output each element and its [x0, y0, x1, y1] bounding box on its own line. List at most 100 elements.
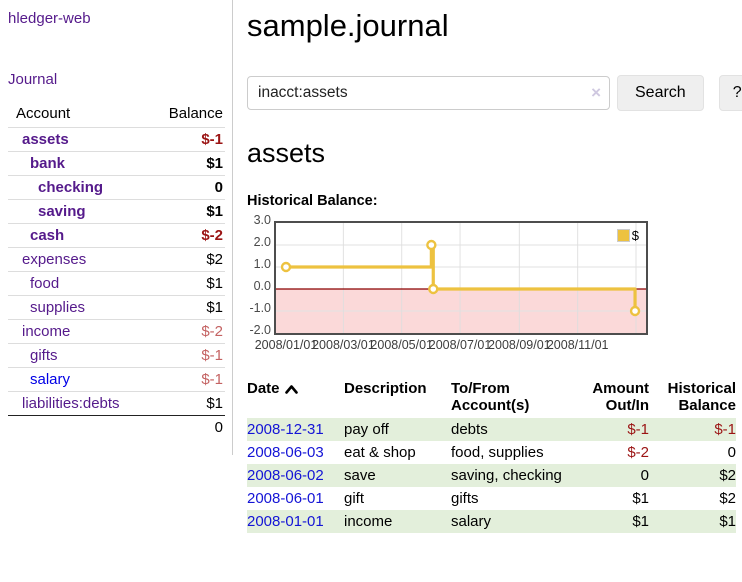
accounts-total-value: 0 [146, 416, 225, 440]
account-balance: $1 [146, 392, 225, 416]
account-link[interactable]: expenses [22, 251, 86, 268]
account-row: assets $-1 [8, 128, 225, 152]
accounts-table: Account Balance assets $-1 bank $1 checking 0… [8, 102, 225, 439]
clear-search-icon[interactable]: × [591, 83, 601, 102]
search-input[interactable] [247, 76, 610, 110]
account-balance: $-1 [146, 344, 225, 368]
transaction-description: gift [344, 487, 451, 510]
account-balance: $1 [146, 200, 225, 224]
account-link[interactable]: saving [38, 203, 86, 220]
transaction-amount: $-1 [573, 418, 649, 441]
app-title-link[interactable]: hledger-web [8, 10, 91, 27]
transaction-accounts: debts [451, 418, 573, 441]
nav-journal: Journal [8, 71, 232, 88]
account-row: liabilities:debts $1 [8, 392, 225, 416]
account-link[interactable]: liabilities:debts [22, 395, 120, 412]
transaction-description: save [344, 464, 451, 487]
transaction-balance: $2 [649, 487, 736, 510]
account-row: checking 0 [8, 176, 225, 200]
transaction-amount: $1 [573, 510, 649, 533]
account-link[interactable]: supplies [30, 299, 85, 316]
transaction-date-link[interactable]: 2008-06-02 [247, 467, 324, 484]
account-heading: assets [247, 138, 742, 169]
account-link[interactable]: checking [38, 179, 103, 196]
account-link[interactable]: assets [22, 131, 69, 148]
register-body: 2008-12-31pay offdebts$-1$-12008-06-03ea… [247, 418, 736, 533]
transaction-description: income [344, 510, 451, 533]
nav-journal-link[interactable]: Journal [8, 71, 57, 88]
sidebar: hledger-web Journal Account Balance asse… [0, 0, 233, 455]
account-balance: $-2 [146, 320, 225, 344]
account-link[interactable]: cash [30, 227, 64, 244]
account-link[interactable]: income [22, 323, 70, 340]
register-row: 2008-12-31pay offdebts$-1$-1 [247, 418, 736, 441]
x-axis-tick-label: 2008/07/01 [429, 338, 492, 352]
search-form: × Search ? [247, 75, 742, 111]
x-axis-tick-label: 2008/11/01 [547, 338, 609, 352]
legend-swatch [617, 229, 630, 242]
register-row: 2008-06-03eat & shopfood, supplies$-20 [247, 441, 736, 464]
register-header-amount: Amount Out/In [573, 378, 649, 418]
search-button[interactable]: Search [617, 75, 704, 111]
transaction-balance: $-1 [649, 418, 736, 441]
account-row: gifts $-1 [8, 344, 225, 368]
accounts-body: assets$-1bank$1checking0saving$1cash$-2e… [8, 128, 225, 416]
transaction-accounts: gifts [451, 487, 573, 510]
search-wrap: × [247, 76, 610, 110]
account-balance: $-1 [146, 368, 225, 392]
chart-label: Historical Balance: [247, 193, 742, 209]
account-link[interactable]: food [30, 275, 59, 292]
register-table: Date Description To/From Account(s) Amou… [247, 378, 736, 533]
y-axis-tick-label: 3.0 [247, 213, 271, 227]
account-balance: $1 [146, 152, 225, 176]
account-row: expenses $2 [8, 248, 225, 272]
transaction-date-link[interactable]: 2008-12-31 [247, 421, 324, 438]
account-link[interactable]: salary [30, 371, 70, 388]
account-balance: 0 [146, 176, 225, 200]
account-balance: $2 [146, 248, 225, 272]
transaction-date-link[interactable]: 2008-06-01 [247, 490, 324, 507]
y-axis-tick-label: -2.0 [247, 323, 271, 337]
x-axis-tick-label: 2008/09/01 [488, 338, 551, 352]
legend-label: $ [632, 228, 639, 243]
account-balance: $1 [146, 296, 225, 320]
register-header-row: Date Description To/From Account(s) Amou… [247, 378, 736, 418]
transaction-date-link[interactable]: 2008-01-01 [247, 513, 324, 530]
account-link[interactable]: bank [30, 155, 65, 172]
accounts-header-row: Account Balance [8, 102, 225, 128]
chart-legend: $ [617, 228, 639, 243]
transaction-balance: $2 [649, 464, 736, 487]
transaction-accounts: food, supplies [451, 441, 573, 464]
accounts-header-account: Account [8, 102, 146, 128]
x-axis-tick-label: 2008/01/01 [255, 338, 318, 352]
historical-balance-chart: $ 3.02.01.00.0-1.0-2.02008/01/012008/03/… [247, 216, 667, 356]
transaction-description: pay off [344, 418, 451, 441]
search-help-button[interactable]: ? [719, 75, 742, 111]
main-content: sample.journal × Search ? assets Histori… [233, 0, 742, 547]
register-row: 2008-06-01giftgifts$1$2 [247, 487, 736, 510]
account-row: bank $1 [8, 152, 225, 176]
account-balance: $-2 [146, 224, 225, 248]
transaction-amount: 0 [573, 464, 649, 487]
account-link[interactable]: gifts [30, 347, 58, 364]
accounts-header-balance: Balance [146, 102, 225, 128]
register-row: 2008-06-02 savesaving, checking0$2 [247, 464, 736, 487]
transaction-balance: $1 [649, 510, 736, 533]
transaction-balance: 0 [649, 441, 736, 464]
account-balance: $-1 [146, 128, 225, 152]
transaction-date-link[interactable]: 2008-06-03 [247, 444, 324, 461]
y-axis-tick-label: -1.0 [247, 301, 271, 315]
x-axis-tick-label: 2008/05/01 [370, 338, 433, 352]
register-header-balance: Historical Balance [649, 378, 736, 418]
page-title: sample.journal [247, 8, 742, 44]
register-header-date[interactable]: Date [247, 378, 344, 418]
chart-canvas [276, 223, 646, 333]
register-row: 2008-01-01incomesalary$1$1 [247, 510, 736, 533]
y-axis-tick-label: 1.0 [247, 257, 271, 271]
chart-plot-area[interactable]: $ [274, 221, 648, 335]
transaction-accounts: saving, checking [451, 464, 573, 487]
account-row: saving $1 [8, 200, 225, 224]
account-balance: $1 [146, 272, 225, 296]
app-title: hledger-web [8, 10, 232, 27]
account-row: supplies $1 [8, 296, 225, 320]
